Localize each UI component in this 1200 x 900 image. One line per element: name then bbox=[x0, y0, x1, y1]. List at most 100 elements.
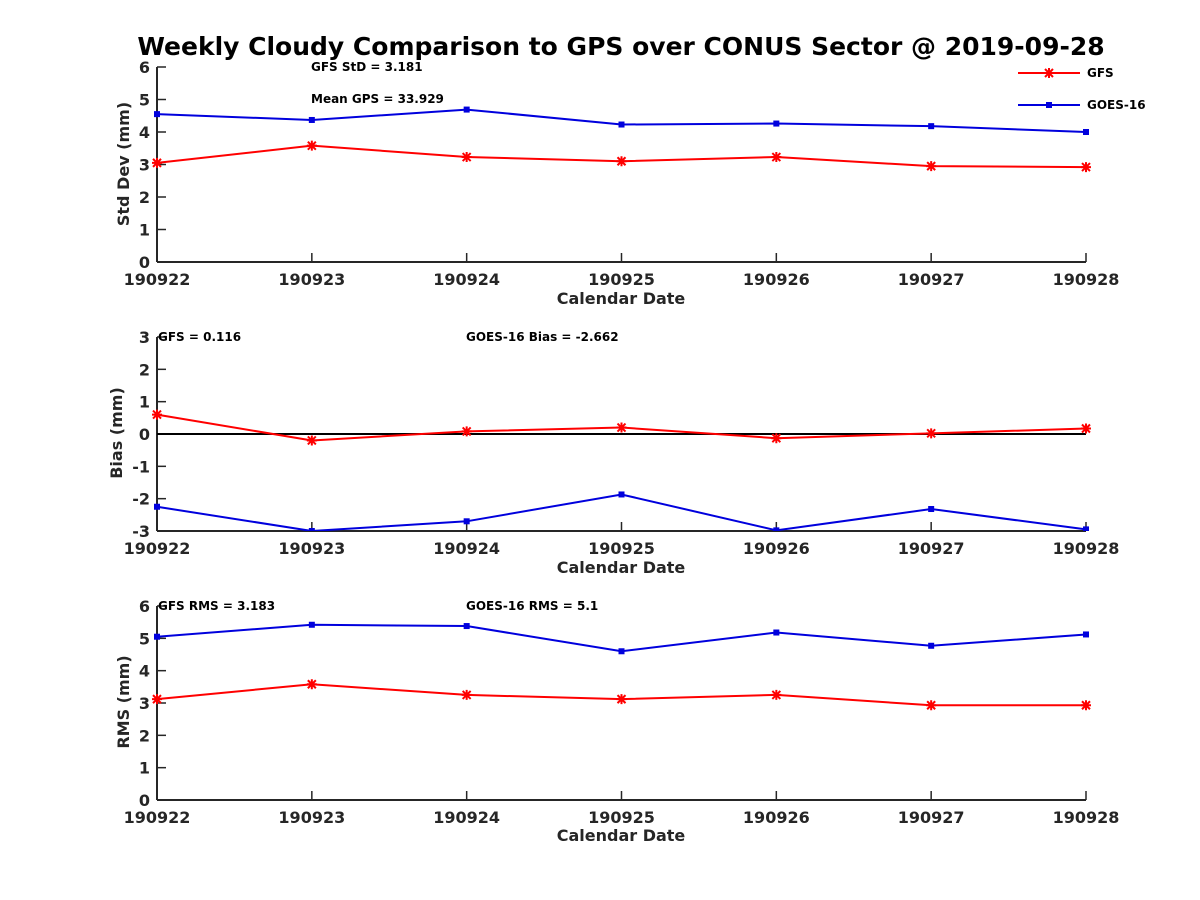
bias-series-goes16-point bbox=[773, 527, 780, 531]
rms-xlabel: Calendar Date bbox=[557, 826, 686, 845]
std-dev-series-gfs-point bbox=[1081, 162, 1091, 173]
std-dev-series-goes16-line bbox=[156, 108, 1087, 133]
std-dev-xtick-label: 190925 bbox=[588, 270, 655, 289]
bias-series-goes16-point bbox=[308, 528, 315, 531]
bias-xtick-label: 190925 bbox=[588, 539, 655, 558]
bias-series-gfs-point bbox=[152, 409, 162, 420]
legend-gfs-marker bbox=[1044, 68, 1054, 78]
bias-xtick-label: 190922 bbox=[124, 539, 191, 558]
bias-ylabel: Bias (mm) bbox=[107, 387, 126, 479]
rms-series-gfs-point bbox=[306, 679, 317, 690]
std-dev-ytick-label: 4 bbox=[139, 123, 150, 142]
std-dev-ytick-label: 5 bbox=[139, 91, 150, 110]
std-dev-ytick-label: 1 bbox=[139, 221, 150, 240]
rms-series-goes16-point bbox=[618, 648, 625, 655]
rms-annotation-1: GFS RMS = 3.183 bbox=[158, 599, 275, 613]
legend-goes16-marker bbox=[1046, 102, 1052, 108]
rms-ytick-label: 4 bbox=[139, 662, 150, 681]
rms-xtick-label: 190927 bbox=[898, 808, 965, 827]
bias-xlabel: Calendar Date bbox=[557, 558, 686, 577]
std-dev-series-goes16-point bbox=[463, 106, 470, 113]
bias-series-gfs-point bbox=[461, 426, 472, 437]
rms-annotation-2: GOES-16 RMS = 5.1 bbox=[466, 599, 598, 613]
rms-ytick-label: 1 bbox=[139, 759, 150, 778]
std-dev-series-gfs-point bbox=[152, 157, 162, 168]
bias-series-gfs-point bbox=[1081, 423, 1091, 434]
std-dev-ytick-label: 2 bbox=[139, 188, 150, 207]
bias-ytick-label: 3 bbox=[139, 328, 150, 347]
std-dev-ytick-label: 6 bbox=[139, 58, 150, 77]
legend-goes16-marker-glyph bbox=[1046, 102, 1052, 108]
rms-series-goes16-point bbox=[773, 629, 780, 636]
bias-ytick-label: 0 bbox=[139, 425, 150, 444]
std-dev-xtick-label: 190927 bbox=[898, 270, 965, 289]
rms-ytick-label: 0 bbox=[139, 791, 150, 810]
bias-series-gfs-point bbox=[926, 428, 937, 439]
rms-xtick-label: 190922 bbox=[124, 808, 191, 827]
legend-gfs-marker-glyph bbox=[1044, 68, 1054, 78]
std-dev-xtick-label: 190923 bbox=[278, 270, 345, 289]
std-dev-series-goes16-point bbox=[154, 111, 160, 118]
rms-xtick-label: 190928 bbox=[1053, 808, 1120, 827]
std-dev-ytick-label: 0 bbox=[139, 253, 150, 272]
rms-series-gfs-point bbox=[461, 689, 472, 700]
panel-rms: 0 1 2 3 4 5 6 190922 190923 190924 190925 190926 190… bbox=[114, 597, 1119, 845]
std-dev-series-goes16-point bbox=[928, 123, 935, 130]
bias-xtick-label: 190926 bbox=[743, 539, 810, 558]
std-dev-series-gfs-point bbox=[771, 152, 782, 163]
bias-ytick-label: -1 bbox=[132, 457, 150, 476]
bias-series-gfs-point bbox=[616, 422, 627, 433]
std-dev-series-gfs-point bbox=[306, 140, 317, 151]
bias-ytick-label: 2 bbox=[139, 360, 150, 379]
rms-ytick-label: 5 bbox=[139, 629, 150, 648]
rms-ytick-label: 3 bbox=[139, 694, 150, 713]
rms-series-goes16-point bbox=[308, 621, 315, 628]
rms-series-gfs-point bbox=[926, 700, 937, 711]
rms-xtick-label: 190926 bbox=[743, 808, 810, 827]
bias-xtick-label: 190927 bbox=[898, 539, 965, 558]
rms-ylabel: RMS (mm) bbox=[114, 655, 133, 748]
std-dev-ylabel: Std Dev (mm) bbox=[114, 102, 133, 226]
rms-series-gfs-point bbox=[152, 694, 162, 705]
rms-series-goes16-point bbox=[463, 623, 470, 630]
std-dev-series-goes16-point bbox=[773, 120, 780, 127]
std-dev-annotation-2: Mean GPS = 33.929 bbox=[311, 92, 444, 106]
bias-series-goes16-point bbox=[618, 491, 625, 498]
rms-series-goes16-point bbox=[154, 633, 160, 640]
rms-ytick-label: 6 bbox=[139, 597, 150, 616]
panel-std-dev: 0 1 2 3 4 5 6 190922 190923 190924 190925 190926 190… bbox=[114, 58, 1119, 308]
bias-annotation-1: GFS = 0.116 bbox=[158, 330, 241, 344]
chart-title: Weekly Cloudy Comparison to GPS over CON… bbox=[137, 32, 1104, 61]
std-dev-xlabel: Calendar Date bbox=[557, 289, 686, 308]
bias-plot: -3 -2 -1 0 1 2 3 190922 190923 190924 190925 190926… bbox=[124, 328, 1120, 558]
rms-series-goes16-point bbox=[928, 642, 935, 649]
std-dev-series-gfs-point bbox=[461, 152, 472, 163]
std-dev-series-group bbox=[152, 106, 1091, 173]
bias-series-goes16-point bbox=[928, 506, 935, 513]
panel-bias: -3 -2 -1 0 1 2 3 190922 190923 190924 190925 190926… bbox=[107, 328, 1119, 577]
bias-series-goes16-point bbox=[154, 503, 160, 510]
rms-series-group bbox=[152, 621, 1091, 711]
rms-plot: 0 1 2 3 4 5 6 190922 190923 190924 190925 190926 190… bbox=[124, 597, 1120, 827]
rms-xtick-label: 190923 bbox=[278, 808, 345, 827]
bias-xtick-label: 190924 bbox=[433, 539, 500, 558]
legend: GFS GOES-16 bbox=[1018, 66, 1146, 112]
std-dev-xtick-label: 190922 bbox=[124, 270, 191, 289]
rms-series-goes16-line bbox=[156, 623, 1087, 653]
std-dev-xtick-label: 190924 bbox=[433, 270, 500, 289]
std-dev-xtick-label: 190926 bbox=[743, 270, 810, 289]
std-dev-series-goes16-point bbox=[1083, 129, 1089, 135]
bias-series-gfs-point bbox=[306, 435, 317, 446]
std-dev-series-goes16-point bbox=[618, 121, 625, 128]
std-dev-plot: 0 1 2 3 4 5 6 190922 190923 190924 190925 190926 190… bbox=[124, 58, 1120, 289]
rms-series-gfs-point bbox=[616, 694, 627, 705]
bias-series-goes16-point bbox=[1083, 526, 1089, 531]
bias-series-goes16-point bbox=[463, 518, 470, 525]
rms-series-gfs-point bbox=[1081, 700, 1091, 711]
std-dev-series-gfs-point bbox=[616, 156, 627, 167]
std-dev-ytick-label: 3 bbox=[139, 156, 150, 175]
rms-series-gfs-point bbox=[771, 689, 782, 700]
rms-ytick-label: 2 bbox=[139, 726, 150, 745]
rms-series-goes16-point bbox=[1083, 631, 1089, 638]
